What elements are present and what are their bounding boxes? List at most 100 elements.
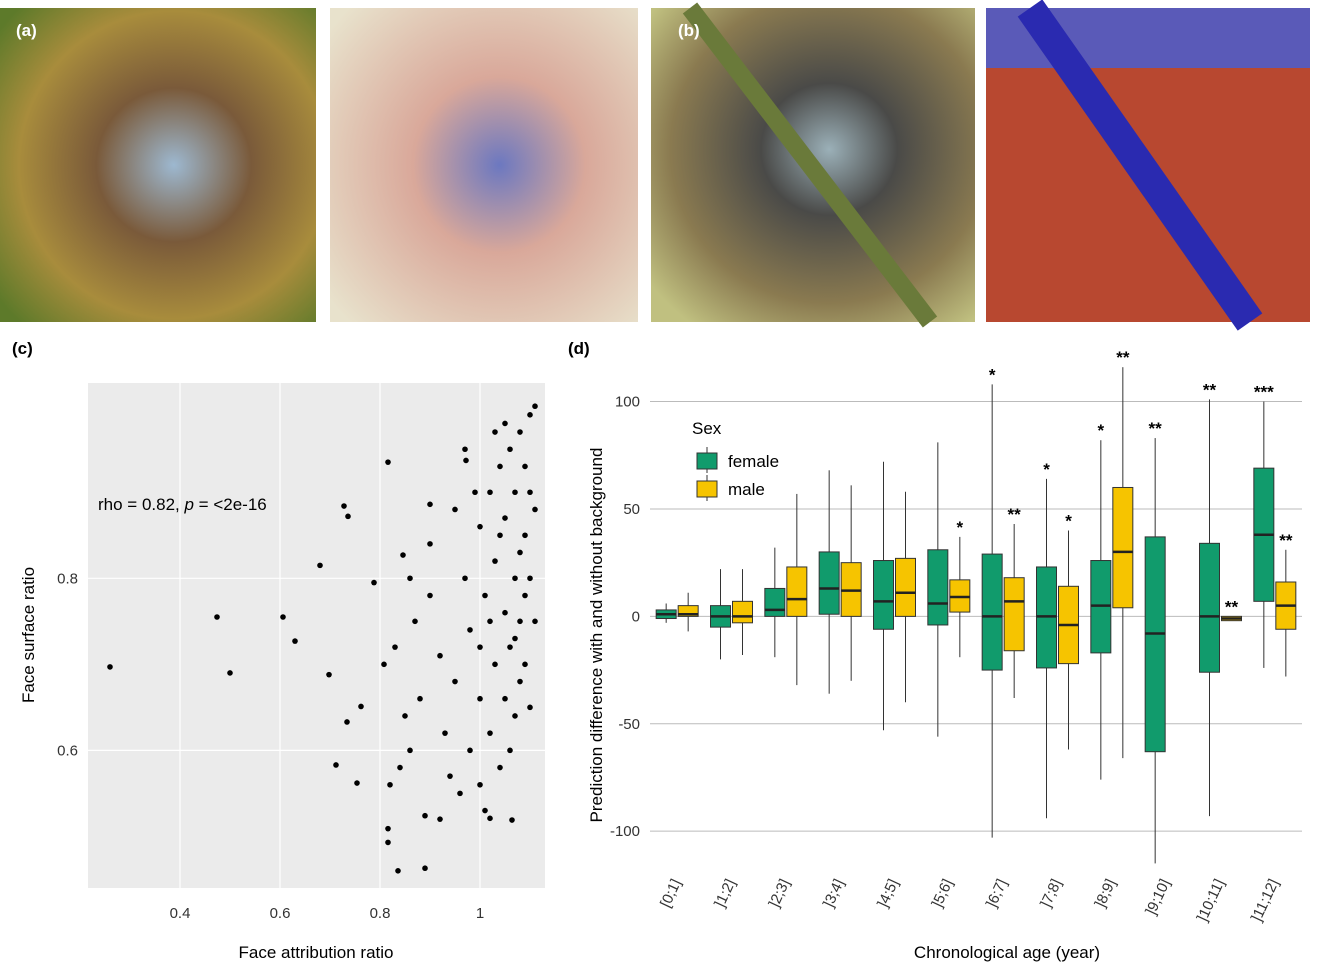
x-tick-label: ]10;11] xyxy=(1194,877,1228,925)
point xyxy=(532,619,538,625)
significance-label: ** xyxy=(1225,597,1239,616)
photo-mandrill xyxy=(0,8,316,322)
point xyxy=(107,664,113,670)
panel-label: (c) xyxy=(12,339,33,358)
y-axis-label: Face surface ratio xyxy=(19,567,38,703)
box xyxy=(896,558,916,616)
point xyxy=(497,532,503,538)
point xyxy=(457,791,463,797)
point xyxy=(512,575,518,581)
attribution-map xyxy=(330,8,638,322)
x-tick-label: ]5;6] xyxy=(929,877,957,911)
point xyxy=(502,515,508,521)
point xyxy=(477,524,483,530)
x-tick-label: 0.6 xyxy=(270,905,291,922)
panel-label: (d) xyxy=(568,339,590,358)
annotation-part: rho = 0.82, xyxy=(98,495,184,514)
point xyxy=(507,446,513,452)
point xyxy=(227,670,233,676)
box xyxy=(733,601,753,622)
box xyxy=(1004,578,1024,651)
point xyxy=(214,614,220,620)
point xyxy=(462,575,468,581)
x-tick-label: 1 xyxy=(476,905,484,922)
legend-label: male xyxy=(728,480,765,499)
point xyxy=(512,636,518,642)
point xyxy=(412,619,418,625)
x-tick-label: ]3;4] xyxy=(820,877,848,911)
point xyxy=(502,421,508,427)
point xyxy=(527,705,533,711)
point xyxy=(527,575,533,581)
point xyxy=(400,552,406,558)
point xyxy=(487,816,493,822)
y-tick-label: -100 xyxy=(610,823,640,840)
point xyxy=(502,696,508,702)
point xyxy=(344,719,350,725)
significance-label: ** xyxy=(1279,531,1293,550)
y-tick-label: 0.8 xyxy=(57,570,78,587)
y-tick-label: -50 xyxy=(618,716,640,733)
y-tick-label: 50 xyxy=(623,501,640,518)
point xyxy=(437,653,443,659)
point xyxy=(517,429,523,435)
x-tick-label: ]2;3] xyxy=(766,877,794,911)
point xyxy=(472,489,478,495)
point xyxy=(280,614,286,620)
significance-label: ** xyxy=(1149,419,1163,438)
point xyxy=(517,619,523,625)
point xyxy=(345,514,351,520)
x-tick-label: ]8;9] xyxy=(1092,877,1120,911)
annotation: rho = 0.82, p = <2e-16 xyxy=(98,495,267,514)
x-tick-label: ]7;8] xyxy=(1037,877,1065,911)
y-tick-label: 100 xyxy=(615,394,640,411)
point xyxy=(477,782,483,788)
point xyxy=(522,662,528,668)
point xyxy=(497,765,503,771)
photo-panels xyxy=(0,8,1310,322)
point xyxy=(522,464,528,470)
box xyxy=(819,552,839,614)
point xyxy=(385,826,391,832)
point xyxy=(467,748,473,754)
box xyxy=(874,561,894,630)
point xyxy=(463,458,469,464)
panel-label: (a) xyxy=(16,21,37,40)
point xyxy=(385,459,391,465)
box xyxy=(787,567,807,616)
x-tick-label: 0.4 xyxy=(170,905,191,922)
point xyxy=(395,868,401,874)
x-axis-label: Chronological age (year) xyxy=(914,943,1100,962)
point xyxy=(292,638,298,644)
point xyxy=(517,679,523,685)
point xyxy=(452,679,458,685)
significance-label: * xyxy=(1043,460,1050,479)
point xyxy=(462,446,468,452)
point xyxy=(482,808,488,814)
significance-label: ** xyxy=(1203,380,1217,399)
point xyxy=(427,541,433,547)
legend-key xyxy=(697,481,717,497)
point xyxy=(527,489,533,495)
significance-label: *** xyxy=(1254,383,1274,402)
point xyxy=(381,662,387,668)
x-tick-label: ]4;5] xyxy=(874,877,902,911)
point xyxy=(487,730,493,736)
point xyxy=(512,489,518,495)
point xyxy=(392,644,398,650)
annotation-part: p xyxy=(183,495,193,514)
x-tick-label: 0.8 xyxy=(370,905,391,922)
point xyxy=(507,644,513,650)
significance-label: * xyxy=(1098,421,1105,440)
point xyxy=(492,558,498,564)
x-tick-label: ]9;10] xyxy=(1143,877,1174,918)
figure: (a) (b) (c) (d) 0.40.60.810.60.8rho = 0.… xyxy=(0,0,1318,966)
point xyxy=(507,748,513,754)
box xyxy=(928,550,948,625)
point xyxy=(502,610,508,616)
point xyxy=(522,532,528,538)
point xyxy=(387,782,393,788)
point xyxy=(402,713,408,719)
point xyxy=(447,773,453,779)
legend-key xyxy=(697,453,717,469)
